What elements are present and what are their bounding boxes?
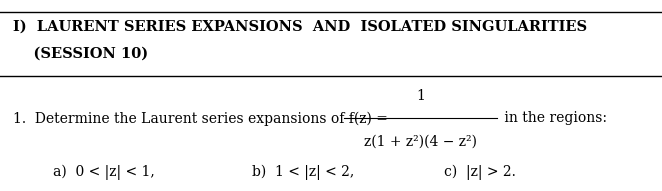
Text: c)  |z| > 2.: c) |z| > 2. [444,164,516,180]
Text: b)  1 < |z| < 2,: b) 1 < |z| < 2, [252,164,354,180]
Text: 1: 1 [416,88,425,103]
Text: z(1 + z²)(4 − z²): z(1 + z²)(4 − z²) [364,134,477,148]
Text: (SESSION 10): (SESSION 10) [13,46,148,61]
Text: 1.  Determine the Laurent series expansions of f(z) =: 1. Determine the Laurent series expansio… [13,111,388,126]
Text: I)  LAURENT SERIES EXPANSIONS  AND  ISOLATED SINGULARITIES: I) LAURENT SERIES EXPANSIONS AND ISOLATE… [13,20,587,34]
Text: a)  0 < |z| < 1,: a) 0 < |z| < 1, [53,164,155,180]
Text: in the regions:: in the regions: [500,111,607,125]
